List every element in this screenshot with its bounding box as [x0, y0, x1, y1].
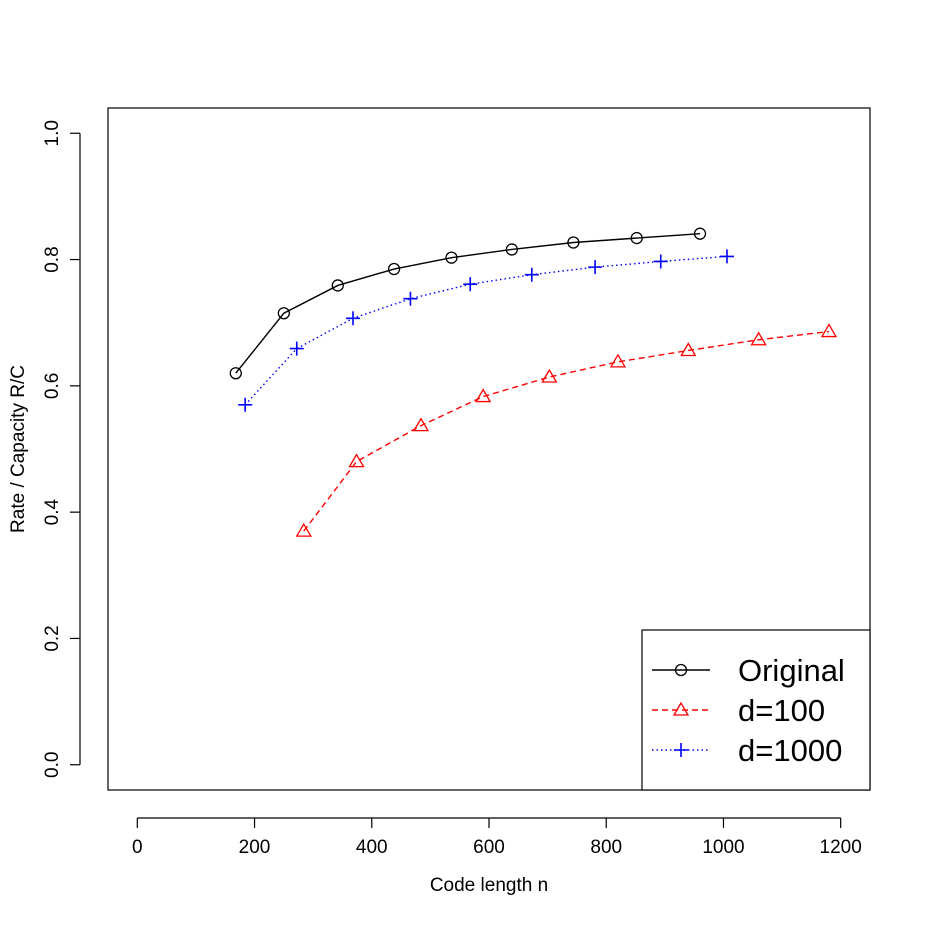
y-tick-label: 0.0: [42, 752, 63, 778]
data-point: [445, 251, 458, 264]
legend-box: [641, 629, 871, 791]
plot-frame: [107, 107, 871, 791]
data-point: [505, 243, 519, 256]
data-point: [277, 307, 290, 320]
x-tick-label: 0: [132, 837, 143, 858]
data-point: [609, 353, 627, 368]
series-1: [295, 323, 838, 537]
series-line: [235, 232, 701, 374]
data-point: [541, 368, 558, 383]
x-axis-label: Code length n: [430, 875, 548, 896]
legend-marker: [672, 701, 690, 716]
series-0: [229, 227, 707, 380]
data-point: [238, 397, 253, 412]
data-point: [475, 388, 492, 403]
x-axis: 0 200 400 600 800 1000 1200: [132, 817, 862, 858]
y-tick-label: 1.0: [42, 120, 63, 146]
series-layer: [229, 227, 838, 537]
legend-label: d=1000: [738, 733, 842, 768]
x-tick-label: 200: [239, 837, 271, 858]
x-tick-label: 1200: [820, 837, 862, 858]
legend: Original d=100 d=1000: [641, 629, 871, 791]
data-point: [403, 291, 418, 306]
data-point: [588, 260, 603, 275]
legend-label: d=100: [738, 693, 825, 728]
series-2: [238, 249, 734, 412]
y-axis-label: Rate / Capacity R/C: [8, 365, 29, 533]
x-tick-label: 400: [356, 837, 388, 858]
y-axis: 0.0 0.2 0.4 0.6 0.8 1.0: [42, 120, 81, 778]
series-line: [244, 255, 728, 406]
data-point: [820, 323, 838, 338]
data-point: [524, 267, 539, 282]
data-point: [463, 277, 478, 292]
data-point: [719, 249, 734, 264]
series-line: [303, 330, 830, 532]
legend-label: Original: [738, 653, 845, 688]
data-point: [348, 453, 365, 468]
data-point: [750, 331, 767, 346]
y-tick-label: 0.8: [42, 246, 63, 272]
data-point: [229, 367, 242, 380]
data-point: [412, 417, 430, 432]
data-point: [653, 254, 668, 269]
data-point: [693, 227, 707, 240]
data-point: [387, 262, 401, 276]
data-point: [346, 311, 361, 326]
data-point: [680, 342, 697, 357]
data-point: [630, 231, 643, 245]
data-point: [331, 279, 344, 292]
legend-marker: [674, 743, 688, 757]
y-tick-label: 0.6: [42, 373, 63, 399]
data-point: [567, 236, 580, 249]
x-tick-label: 800: [590, 837, 622, 858]
x-tick-label: 1000: [702, 837, 744, 858]
y-tick-label: 0.4: [42, 499, 63, 526]
x-tick-label: 600: [473, 837, 505, 858]
data-point: [289, 341, 304, 356]
y-tick-label: 0.2: [42, 625, 63, 651]
data-point: [295, 522, 312, 537]
legend-marker: [674, 663, 688, 677]
